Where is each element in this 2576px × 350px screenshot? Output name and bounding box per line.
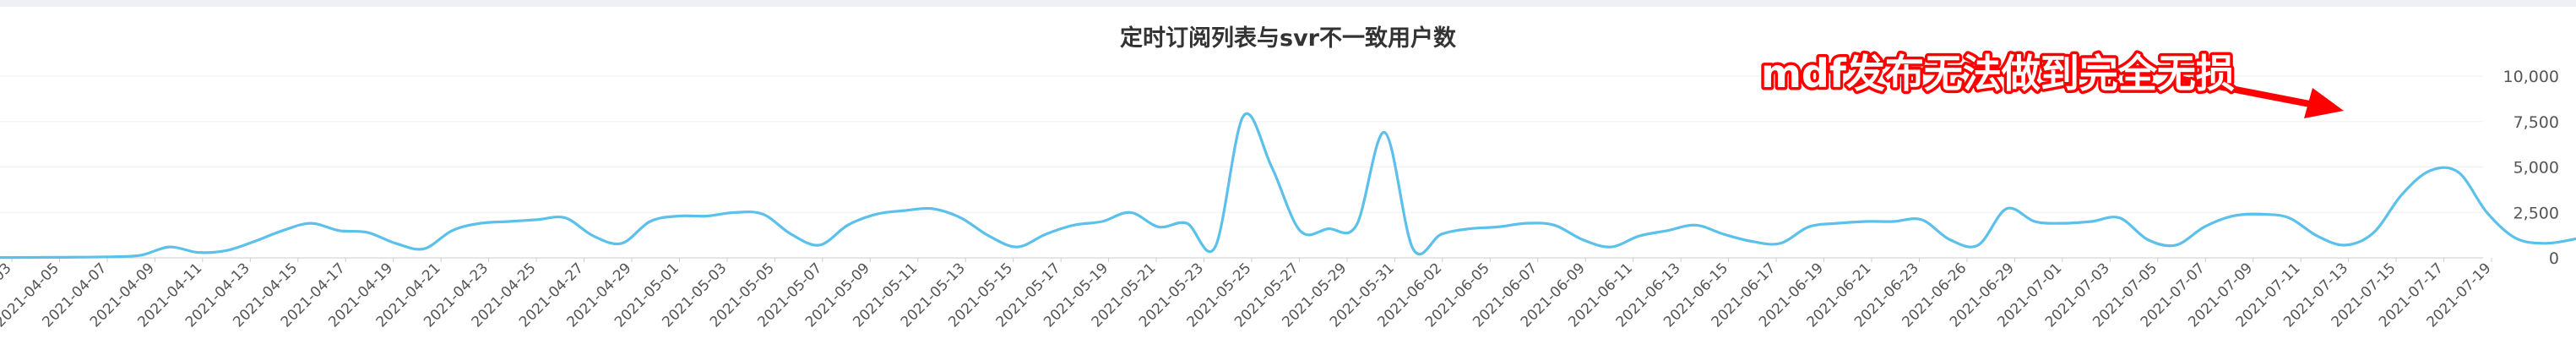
y-tick-label: 2,500	[2514, 204, 2559, 222]
series-line	[0, 112, 2576, 260]
annotation-group: mdf发布无法做到完全无损	[1758, 48, 2344, 118]
gridlines	[0, 75, 2483, 259]
y-tick-label: 0	[2549, 249, 2559, 268]
annotation-label: mdf发布无法做到完全无损	[1761, 51, 2235, 96]
annotation-arrow-shaft	[2180, 76, 2318, 108]
y-axis-ticks: 0 2,500 5,000 7,500 10,000	[2503, 68, 2559, 268]
y-tick-label: 5,000	[2514, 159, 2559, 178]
y-tick-label: 7,500	[2514, 113, 2559, 132]
x-axis-ticks: 2021-04-032021-04-052021-04-072021-04-09…	[0, 258, 2495, 331]
chart-title: 定时订阅列表与svr不一致用户数	[1120, 25, 1457, 52]
y-tick-label: 10,000	[2503, 68, 2559, 86]
top-strip	[0, 0, 2576, 7]
series-group	[0, 112, 2576, 260]
annotation-arrow-head	[2304, 88, 2344, 118]
